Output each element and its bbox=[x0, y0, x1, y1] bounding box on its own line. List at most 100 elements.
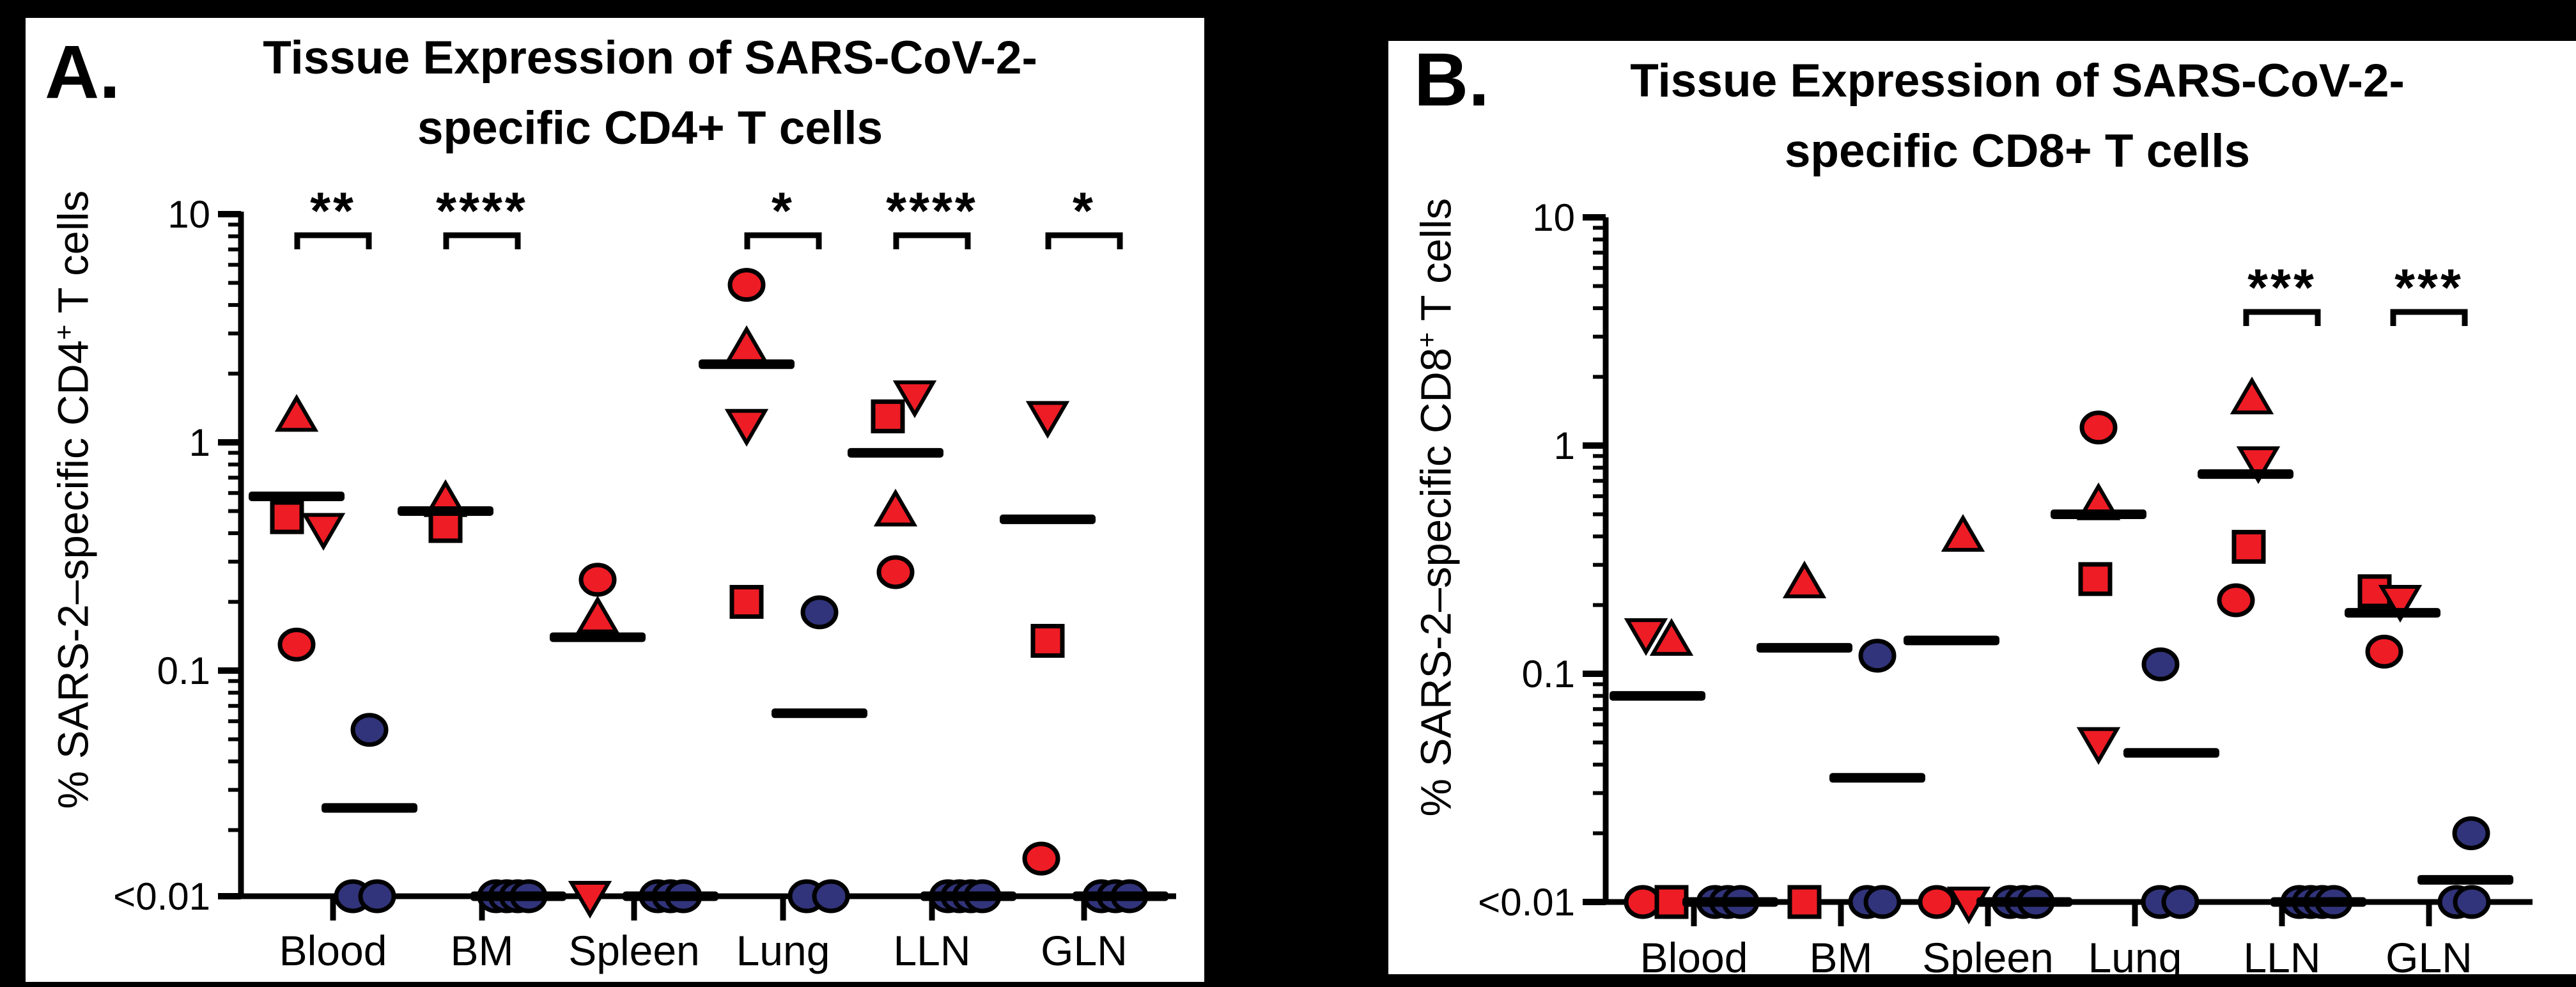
data-point-circle bbox=[2453, 885, 2491, 919]
data-point-circle bbox=[1022, 841, 1060, 876]
data-point-triangle-up bbox=[1941, 514, 1985, 552]
data-point-square bbox=[729, 585, 764, 619]
data-point-triangle-down bbox=[724, 408, 769, 447]
median-bar-red-group bbox=[550, 632, 646, 642]
data-point-square bbox=[871, 399, 905, 433]
data-point-circle bbox=[812, 879, 850, 913]
y-tick-label: 10 bbox=[1532, 196, 1575, 239]
data-point-circle bbox=[727, 268, 766, 302]
data-point-triangle-down bbox=[568, 881, 612, 919]
median-bar-red-group bbox=[2051, 509, 2146, 519]
panel-b-plot-area: 10 1 0.1 <0.01 Blood BM Spleen Lung LLN GLN *** *** bbox=[1478, 196, 2533, 974]
median-bar-red-group bbox=[2345, 608, 2440, 618]
panel-b-title-line1: Tissue Expression of SARS-CoV-2- bbox=[1630, 55, 2405, 107]
y-tick-label: 10 bbox=[167, 193, 210, 236]
data-point-triangle-up bbox=[575, 595, 620, 633]
y-tick-label: <0.01 bbox=[1478, 881, 1575, 924]
data-point-circle bbox=[578, 563, 617, 597]
data-point-triangle-down bbox=[1624, 618, 1668, 657]
significance-bracket bbox=[2243, 309, 2321, 326]
significance-bracket bbox=[893, 232, 971, 249]
median-bar-red-group bbox=[699, 359, 795, 369]
y-tick-label: 0.1 bbox=[157, 649, 210, 692]
median-bar-blue-group bbox=[1682, 897, 1778, 907]
data-point-triangle-up bbox=[873, 488, 918, 527]
median-bar-blue-group bbox=[772, 708, 867, 719]
median-bar-blue-group bbox=[2270, 897, 2366, 907]
data-point-triangle-up bbox=[1649, 618, 1694, 656]
data-point-circle bbox=[2141, 647, 2180, 681]
median-bar-blue-group bbox=[1073, 891, 1168, 901]
significance-stars: *** bbox=[2394, 259, 2463, 317]
median-bar-blue-group bbox=[1829, 773, 1925, 783]
panel-b-label: B. bbox=[1414, 38, 1489, 122]
data-point-triangle-up bbox=[724, 325, 769, 363]
median-bar-red-group bbox=[1000, 514, 1096, 524]
significance-bracket bbox=[443, 232, 521, 249]
data-point-triangle-up bbox=[2230, 377, 2274, 415]
x-category-label: Spleen bbox=[568, 927, 700, 974]
panel-b: B. Tissue Expression of SARS-CoV-2- spec… bbox=[1388, 41, 2576, 974]
data-point-triangle-down bbox=[2378, 584, 2423, 623]
median-bar-red-group bbox=[1757, 642, 1852, 653]
median-bar-blue-group bbox=[322, 803, 417, 813]
significance-stars: * bbox=[772, 182, 795, 240]
x-category-label: BM bbox=[451, 927, 514, 974]
data-point-square bbox=[1030, 623, 1065, 658]
panel-a-title: Tissue Expression of SARS-CoV-2- specifi… bbox=[121, 23, 1179, 163]
median-bar-red-group bbox=[848, 447, 943, 458]
data-point-square bbox=[1654, 885, 1689, 919]
median-bar-blue-group bbox=[920, 891, 1016, 901]
panel-a: A. Tissue Expression of SARS-CoV-2- spec… bbox=[26, 18, 1204, 982]
data-point-circle bbox=[2452, 816, 2490, 851]
data-point-square bbox=[2078, 562, 2113, 596]
panel-a-title-line2: specific CD4+ T cells bbox=[417, 102, 883, 154]
x-category-label: LLN bbox=[893, 927, 970, 974]
significance-stars: *** bbox=[2247, 259, 2316, 317]
x-category-label: BM bbox=[1810, 934, 1873, 974]
y-tick-label: 0.1 bbox=[1522, 653, 1575, 696]
median-bar-blue-group bbox=[623, 891, 718, 901]
significance-stars: ** bbox=[310, 182, 356, 240]
data-point-circle bbox=[2161, 885, 2200, 919]
x-category-label: GLN bbox=[1041, 927, 1128, 974]
data-point-triangle-down bbox=[301, 513, 346, 551]
x-category-label: Lung bbox=[736, 927, 830, 974]
data-point-circle bbox=[800, 595, 839, 630]
median-bar-red-group bbox=[398, 506, 493, 516]
data-point-triangle-up bbox=[1782, 560, 1827, 598]
data-point-triangle-down bbox=[2236, 446, 2281, 485]
data-point-square bbox=[1787, 885, 1822, 919]
significance-bracket bbox=[2390, 309, 2468, 326]
significance-stars: **** bbox=[436, 182, 528, 240]
data-point-square bbox=[2231, 529, 2266, 564]
data-point-circle bbox=[350, 713, 389, 747]
significance-bracket bbox=[1045, 232, 1123, 249]
median-bar-red-group bbox=[1904, 635, 1999, 646]
significance-stars: * bbox=[1073, 182, 1096, 240]
median-bar-red-group bbox=[2198, 469, 2293, 479]
median-bar-red-group bbox=[249, 491, 345, 501]
data-point-circle bbox=[2365, 634, 2403, 669]
data-point-triangle-down bbox=[892, 380, 937, 419]
data-point-circle bbox=[2217, 583, 2255, 618]
data-point-circle bbox=[1863, 885, 1902, 919]
x-category-label: Lung bbox=[2088, 934, 2182, 974]
median-bar-blue-group bbox=[2417, 874, 2513, 885]
x-category-label: GLN bbox=[2386, 934, 2472, 974]
data-point-circle bbox=[1858, 639, 1897, 673]
data-point-circle bbox=[2079, 410, 2118, 445]
y-tick-label: 1 bbox=[1554, 424, 1575, 467]
median-bar-blue-group bbox=[1976, 897, 2072, 907]
y-tick-label: 1 bbox=[189, 421, 210, 464]
panel-b-title-line2: specific CD8+ T cells bbox=[1784, 125, 2251, 177]
data-point-square bbox=[270, 500, 304, 534]
x-category-label: Blood bbox=[1640, 934, 1748, 974]
y-tick-label: <0.01 bbox=[113, 875, 210, 918]
median-bar-blue-group bbox=[2123, 748, 2219, 758]
data-point-triangle-down bbox=[2076, 727, 2121, 765]
significance-bracket bbox=[294, 232, 372, 249]
x-category-label: LLN bbox=[2243, 934, 2320, 974]
